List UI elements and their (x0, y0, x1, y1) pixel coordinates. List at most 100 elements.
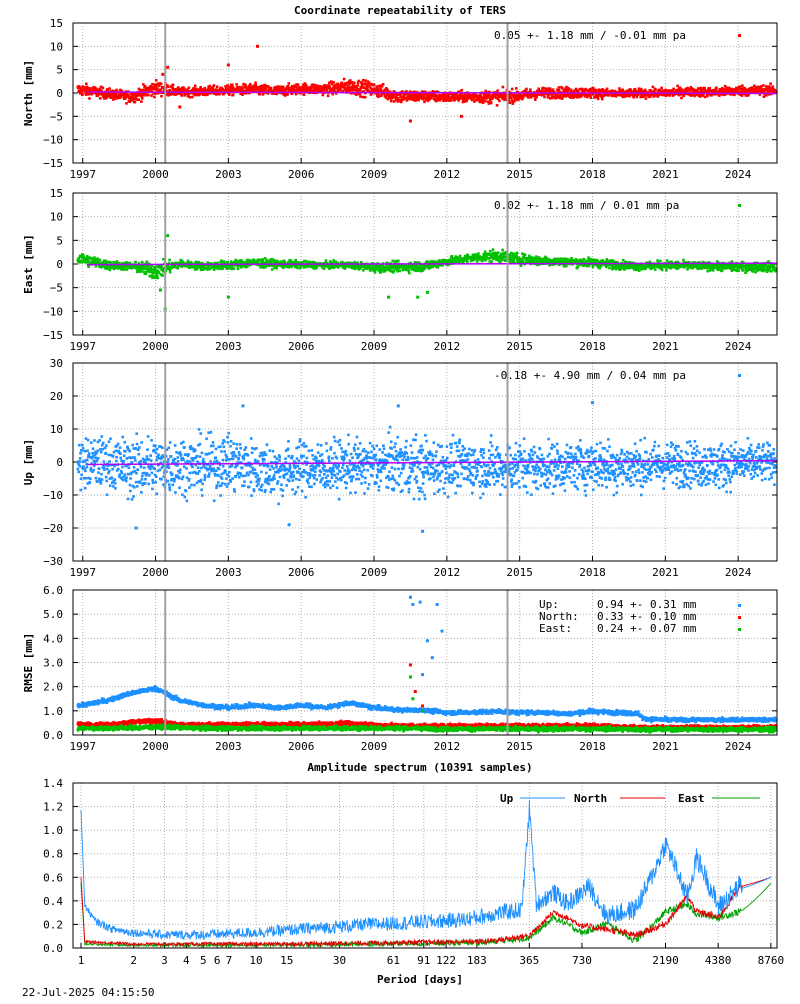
data-point (672, 88, 675, 91)
outlier-point (460, 115, 463, 118)
data-point (188, 86, 191, 89)
data-point (704, 96, 707, 99)
x-tick-label: 2003 (215, 340, 242, 353)
y-axis-label: East [mm] (22, 234, 35, 294)
x-tick-label: 2006 (288, 168, 315, 181)
data-point (168, 259, 171, 262)
data-point (408, 272, 411, 275)
data-point (85, 83, 88, 86)
data-point (659, 260, 662, 263)
stat-label: 0.05 +- 1.18 mm / -0.01 mm pa (494, 29, 686, 42)
x-tick-label: 2015 (506, 566, 533, 579)
y-tick-label: 5 (56, 64, 63, 77)
x-tick-label: 2003 (215, 566, 242, 579)
data-point (715, 86, 718, 89)
data-point (265, 88, 268, 91)
figure-title: Coordinate repeatability of TERS (294, 4, 506, 17)
data-point (498, 99, 501, 102)
data-point (364, 96, 367, 99)
data-point (497, 251, 500, 254)
y-tick-label: −30 (43, 555, 63, 568)
data-point (270, 87, 273, 90)
data-point (712, 269, 715, 272)
data-point (636, 96, 639, 99)
data-point (567, 88, 570, 91)
data-point (459, 255, 462, 258)
data-point (160, 95, 163, 98)
data-point (88, 97, 91, 100)
data-point (543, 96, 546, 99)
data-point (112, 261, 115, 264)
data-point (144, 267, 147, 270)
data-point (654, 88, 657, 91)
data-point (522, 260, 525, 263)
data-point (232, 94, 235, 97)
data-point (172, 84, 175, 87)
x-tick-label: 2021 (652, 168, 679, 181)
data-point (221, 267, 224, 270)
data-point (423, 101, 426, 104)
x-tick-label: 2006 (288, 566, 315, 579)
data-point (287, 82, 290, 85)
data-point (699, 95, 702, 98)
data-point (213, 84, 216, 87)
data-point (549, 87, 552, 90)
x-tick-label: 2009 (361, 566, 388, 579)
data-point (88, 93, 91, 96)
data-point (303, 93, 306, 96)
data-point (106, 88, 109, 91)
data-point (565, 265, 568, 268)
data-point (147, 266, 150, 269)
data-point (102, 87, 105, 90)
outlier-point (387, 296, 390, 299)
data-point (96, 257, 99, 260)
data-point (543, 87, 546, 90)
data-point (703, 87, 706, 90)
data-point (249, 83, 252, 86)
data-point (476, 260, 479, 263)
data-point (282, 86, 285, 89)
data-point (398, 270, 401, 273)
x-tick-label: 2012 (434, 340, 461, 353)
outlier-point (178, 106, 181, 109)
data-point (753, 85, 756, 88)
outlier-point (166, 234, 169, 237)
data-point (450, 99, 453, 102)
data-point (368, 82, 371, 85)
x-tick-label: 2021 (652, 340, 679, 353)
x-tick-label: 2009 (361, 168, 388, 181)
data-point (140, 100, 143, 103)
data-point (593, 259, 596, 262)
data-point (502, 86, 505, 89)
data-point (254, 81, 257, 84)
data-point (194, 85, 197, 88)
y-tick-label: 20 (50, 390, 63, 403)
data-point (742, 269, 745, 272)
data-point (558, 86, 561, 89)
y-tick-label: 10 (50, 40, 63, 53)
y-tick-label: −10 (43, 305, 63, 318)
data-point (665, 269, 668, 272)
data-point (144, 85, 147, 88)
outlier-point (159, 289, 162, 292)
data-point (329, 85, 332, 88)
data-point (461, 89, 464, 92)
data-point (297, 83, 300, 86)
data-point (501, 249, 504, 252)
data-point (491, 260, 494, 263)
data-point (477, 252, 480, 255)
data-point (330, 80, 333, 83)
data-point (293, 89, 296, 92)
data-point (524, 254, 527, 257)
data-point (774, 270, 777, 273)
data-point (305, 260, 308, 263)
y-tick-label: −15 (43, 329, 63, 342)
y-tick-label: −5 (50, 282, 63, 295)
data-point (656, 259, 659, 262)
data-point (660, 87, 663, 90)
outlier-point (426, 291, 429, 294)
data-point (737, 269, 740, 272)
